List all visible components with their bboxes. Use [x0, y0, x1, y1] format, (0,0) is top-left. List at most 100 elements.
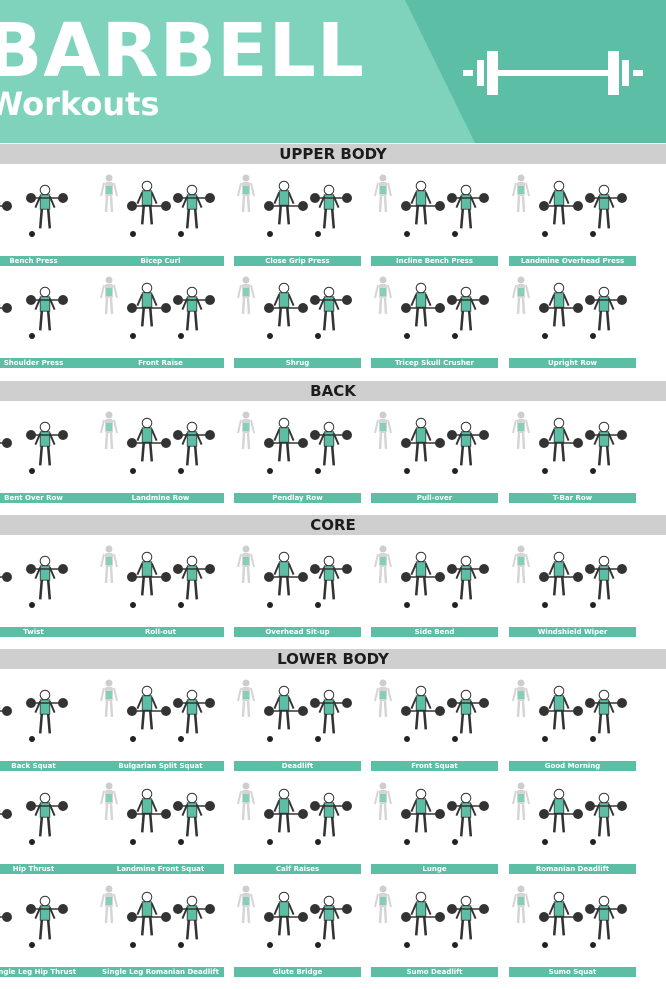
exercise-label: Landmine Overhead Press — [509, 256, 636, 266]
exercise-label: Incline Bench Press — [371, 256, 498, 266]
exercise-illustration — [100, 782, 215, 845]
exercise-card: Romanian Deadlift — [509, 772, 636, 874]
exercise-label: Twist — [0, 627, 97, 637]
exercise-label: Bulgarian Split Squat — [97, 761, 224, 771]
exercise-label: Romanian Deadlift — [509, 864, 636, 874]
exercise-card: Shrug — [234, 266, 361, 368]
exercise-illustration — [512, 276, 627, 339]
exercise-card: Bicep Curl — [97, 164, 224, 266]
exercise-illustration — [100, 174, 215, 237]
exercise-label: Calf Raises — [234, 864, 361, 874]
exercise-label: Single Leg Romanian Deadlift — [97, 967, 224, 977]
exercise-illustration — [374, 782, 489, 845]
exercise-illustration — [237, 545, 352, 608]
exercise-label: Upright Row — [509, 358, 636, 368]
exercise-card: Overhead Sit-up — [234, 535, 361, 637]
exercise-illustration — [512, 885, 627, 948]
poster-subtitle: Workouts — [0, 85, 160, 123]
exercise-card: Bench Press — [0, 164, 97, 266]
exercise-label: Sumo Deadlift — [371, 967, 498, 977]
exercise-label: Tricep Skull Crusher — [371, 358, 498, 368]
exercise-card: Bent Over Row — [0, 401, 97, 503]
exercise-label: Lunge — [371, 864, 498, 874]
exercise-illustration — [0, 555, 68, 608]
exercise-card: Back Squat — [0, 669, 97, 771]
exercise-card: Close Grip Press — [234, 164, 361, 266]
exercise-card: Upright Row — [509, 266, 636, 368]
section-title: LOWER BODY — [0, 649, 666, 669]
exercise-card: Calf Raises — [234, 772, 361, 874]
exercise-label: Front Squat — [371, 761, 498, 771]
poster-header: BARBELL Workouts — [0, 0, 666, 143]
exercise-illustration — [100, 276, 215, 339]
exercise-illustration — [0, 689, 68, 742]
exercise-label: Sumo Squat — [509, 967, 636, 977]
exercise-illustration — [237, 276, 352, 339]
exercise-card: Front Raise — [97, 266, 224, 368]
exercise-card: Lunge — [371, 772, 498, 874]
exercise-illustration — [100, 545, 215, 608]
barbell-icon — [463, 51, 643, 95]
exercise-illustration — [237, 679, 352, 742]
exercise-illustration — [0, 895, 68, 948]
exercise-card: Incline Bench Press — [371, 164, 498, 266]
exercise-label: Good Morning — [509, 761, 636, 771]
exercise-card: Landmine Front Squat — [97, 772, 224, 874]
exercise-card: Pull-over — [371, 401, 498, 503]
exercise-illustration — [0, 792, 68, 845]
exercise-label: T-Bar Row — [509, 493, 636, 503]
exercise-label: Windshield Wiper — [509, 627, 636, 637]
exercise-illustration — [374, 411, 489, 474]
section-title: CORE — [0, 515, 666, 535]
exercise-label: Bent Over Row — [0, 493, 97, 503]
exercise-card: Deadlift — [234, 669, 361, 771]
exercise-label: Bicep Curl — [97, 256, 224, 266]
exercise-illustration — [237, 885, 352, 948]
exercise-card: T-Bar Row — [509, 401, 636, 503]
exercise-label: Shoulder Press — [0, 358, 97, 368]
exercise-card: Good Morning — [509, 669, 636, 771]
exercise-label: Glute Bridge — [234, 967, 361, 977]
exercise-label: Close Grip Press — [234, 256, 361, 266]
exercise-label: Back Squat — [0, 761, 97, 771]
exercise-illustration — [237, 411, 352, 474]
exercise-label: Landmine Front Squat — [97, 864, 224, 874]
exercise-illustration — [374, 679, 489, 742]
exercise-illustration — [374, 276, 489, 339]
exercise-illustration — [0, 421, 68, 474]
exercise-card: Sumo Deadlift — [371, 875, 498, 977]
section-title: BACK — [0, 381, 666, 401]
exercise-label: Roll-out — [97, 627, 224, 637]
exercise-illustration — [512, 782, 627, 845]
exercise-card: Landmine Row — [97, 401, 224, 503]
exercise-card: Single Leg Romanian Deadlift — [97, 875, 224, 977]
section-title: UPPER BODY — [0, 144, 666, 164]
exercise-label: Pendlay Row — [234, 493, 361, 503]
exercise-label: Single Leg Hip Thrust — [0, 967, 97, 977]
exercise-illustration — [100, 885, 215, 948]
exercise-illustration — [237, 174, 352, 237]
exercise-card: Twist — [0, 535, 97, 637]
exercise-illustration — [512, 679, 627, 742]
exercise-card: Side Bend — [371, 535, 498, 637]
exercise-illustration — [512, 174, 627, 237]
exercise-card: Pendlay Row — [234, 401, 361, 503]
exercise-card: Front Squat — [371, 669, 498, 771]
exercise-illustration — [0, 286, 68, 339]
exercise-illustration — [374, 174, 489, 237]
exercise-illustration — [0, 184, 68, 237]
exercise-card: Hip Thrust — [0, 772, 97, 874]
exercise-illustration — [100, 679, 215, 742]
exercise-card: Bulgarian Split Squat — [97, 669, 224, 771]
exercise-label: Front Raise — [97, 358, 224, 368]
exercise-card: Landmine Overhead Press — [509, 164, 636, 266]
exercise-label: Hip Thrust — [0, 864, 97, 874]
exercise-card: Single Leg Hip Thrust — [0, 875, 97, 977]
exercise-label: Pull-over — [371, 493, 498, 503]
exercise-label: Shrug — [234, 358, 361, 368]
poster-title: BARBELL — [0, 8, 365, 94]
exercise-card: Tricep Skull Crusher — [371, 266, 498, 368]
exercise-label: Bench Press — [0, 256, 97, 266]
exercise-card: Roll-out — [97, 535, 224, 637]
exercise-illustration — [374, 885, 489, 948]
